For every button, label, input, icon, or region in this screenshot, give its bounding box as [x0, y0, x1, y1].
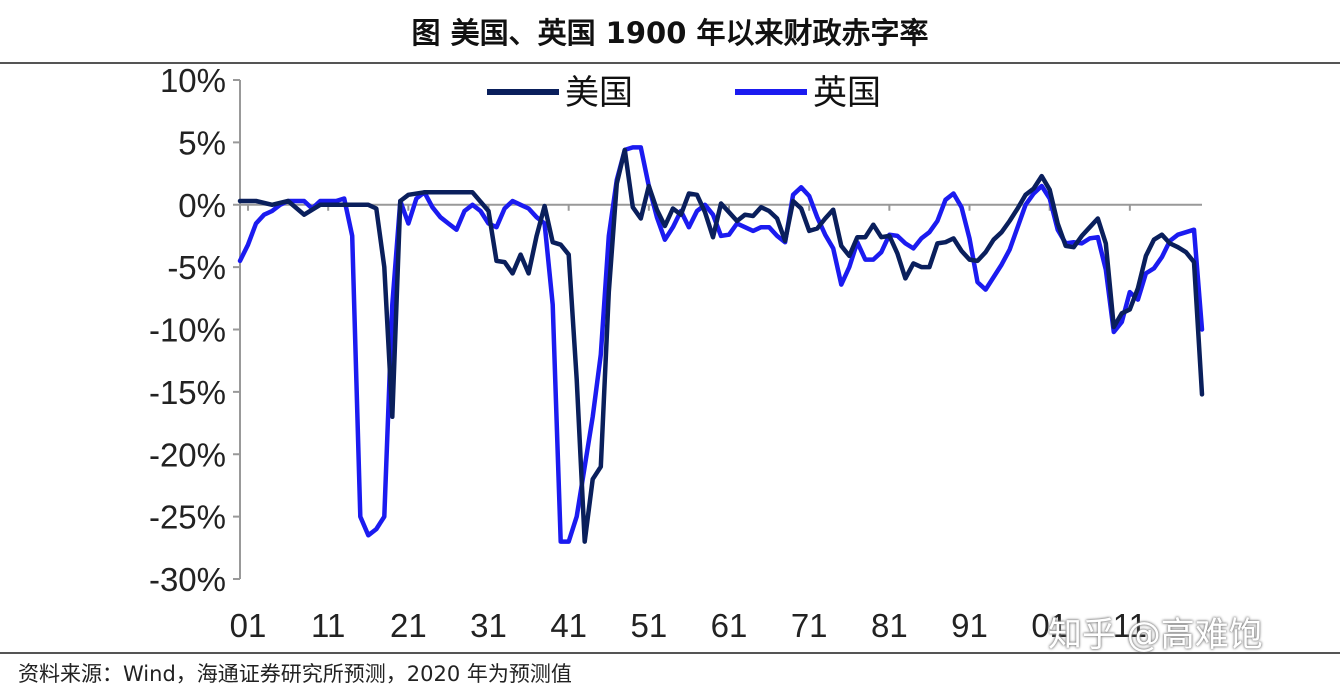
- chart-area: 10% 5% 0% -5% -10% -15% -20% -25% -30% 01 11 21 31 41…: [0, 62, 1340, 652]
- x-tick-label: 31: [470, 607, 507, 644]
- y-tick-label: 0%: [178, 187, 226, 224]
- x-tick-label: 41: [550, 607, 587, 644]
- x-tick-label: 71: [791, 607, 828, 644]
- series-group: [237, 145, 1205, 544]
- x-tick-label: 21: [390, 607, 427, 644]
- axes-group: 10%5%0%-5%-10%-15%-20%-25%-30%01 11 21 31 41…: [149, 62, 1202, 644]
- y-tick-label: -20%: [149, 436, 226, 473]
- watermark: 知乎 @高难饱: [1048, 615, 1263, 655]
- x-tick-label: 91: [951, 607, 988, 644]
- x-tick-label: 11: [311, 607, 345, 644]
- y-tick-label: -30%: [149, 561, 226, 598]
- legend-group: 美国 英国: [487, 74, 881, 112]
- chart-title: 图 美国、英国 1900 年以来财政赤字率: [0, 0, 1340, 64]
- x-tick-label: 11: [1113, 607, 1147, 644]
- y-tick-label: -10%: [149, 312, 226, 349]
- x-tick-label: 51: [630, 607, 667, 644]
- legend-label-美国: 美国: [565, 74, 633, 112]
- y-tick-label: -5%: [167, 249, 226, 286]
- y-tick-label: 10%: [160, 62, 226, 99]
- y-tick-label: -15%: [149, 374, 226, 411]
- y-tick-label: 5%: [178, 124, 226, 161]
- x-tick-label: 81: [871, 607, 908, 644]
- chart-svg: 10%5%0%-5%-10%-15%-20%-25%-30%01 11 21 31 41…: [149, 62, 1205, 644]
- series-line-美国: [237, 147, 1205, 544]
- x-tick-label: 01: [1031, 607, 1068, 644]
- y-tick-label: -25%: [149, 499, 226, 536]
- source-note: 资料来源：Wind，海通证券研究所预测，2020 年为预测值: [0, 652, 1340, 691]
- x-tick-label: 01: [230, 607, 267, 644]
- legend-label-英国: 英国: [813, 74, 881, 112]
- x-tick-label: 61: [711, 607, 748, 644]
